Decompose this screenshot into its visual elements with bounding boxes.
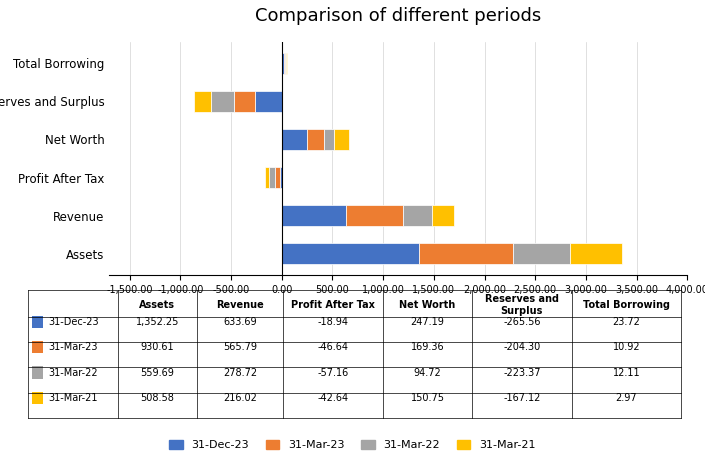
Text: -57.16: -57.16 [317,368,349,377]
Bar [307,129,324,150]
Text: -265.56: -265.56 [503,317,541,327]
Text: Profit After Tax: Profit After Tax [291,300,375,310]
Title: Comparison of different periods: Comparison of different periods [255,7,541,25]
Bar [282,205,346,226]
FancyBboxPatch shape [32,366,44,379]
Bar [234,91,255,112]
Text: -42.64: -42.64 [317,393,348,403]
Text: Reserves and
Surplus: Reserves and Surplus [485,294,559,315]
Text: -167.12: -167.12 [503,393,541,403]
Text: 94.72: 94.72 [414,368,441,377]
Text: -46.64: -46.64 [317,342,348,352]
Text: 150.75: 150.75 [410,393,444,403]
Text: Net Worth: Net Worth [399,300,455,310]
Legend: 31-Dec-23, 31-Mar-23, 31-Mar-22, 31-Mar-21: 31-Dec-23, 31-Mar-23, 31-Mar-22, 31-Mar-… [165,435,540,455]
Text: 930.61: 930.61 [140,342,174,352]
Bar [419,243,513,264]
Text: 508.58: 508.58 [140,393,174,403]
Bar [255,91,282,112]
Text: Revenue: Revenue [216,300,264,310]
Text: Assets: Assets [140,300,176,310]
FancyBboxPatch shape [32,392,44,404]
Bar [284,53,286,74]
Text: 633.69: 633.69 [223,317,257,327]
Bar [282,53,284,74]
Text: -223.37: -223.37 [503,368,541,377]
FancyBboxPatch shape [32,315,44,328]
Text: -204.30: -204.30 [503,342,541,352]
Text: 10.92: 10.92 [613,342,640,352]
Bar [280,167,282,188]
Text: 31-Mar-23: 31-Mar-23 [49,342,98,352]
Text: 278.72: 278.72 [223,368,257,377]
Bar [403,205,431,226]
FancyBboxPatch shape [32,341,44,353]
Bar [324,129,333,150]
Text: Total Borrowing: Total Borrowing [583,300,670,310]
Text: 31-Mar-21: 31-Mar-21 [49,393,98,403]
Bar [195,91,212,112]
Bar [513,243,570,264]
Text: 31-Dec-23: 31-Dec-23 [49,317,99,327]
Bar [346,205,403,226]
Bar [282,243,419,264]
Text: 169.36: 169.36 [411,342,444,352]
Bar [212,91,234,112]
Text: 565.79: 565.79 [223,342,257,352]
Text: 1,352.25: 1,352.25 [136,317,179,327]
Text: 23.72: 23.72 [613,317,640,327]
Text: 216.02: 216.02 [223,393,257,403]
Text: 247.19: 247.19 [410,317,444,327]
Bar [333,129,349,150]
Bar [282,129,307,150]
Bar [275,167,280,188]
Text: 31-Mar-22: 31-Mar-22 [49,368,99,377]
Text: 559.69: 559.69 [140,368,174,377]
Text: 2.97: 2.97 [615,393,637,403]
Bar [269,167,275,188]
Bar [431,205,453,226]
Bar [570,243,622,264]
Text: -18.94: -18.94 [317,317,348,327]
Bar [265,167,269,188]
Text: 12.11: 12.11 [613,368,640,377]
